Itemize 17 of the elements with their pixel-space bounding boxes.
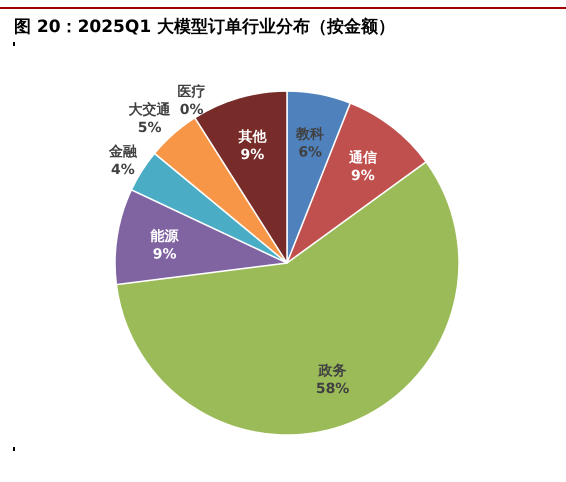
slice-label: 教科 [295, 126, 324, 142]
data-label: 9% [240, 147, 264, 164]
data-label: 4% [111, 162, 135, 178]
data-label: 9% [351, 168, 375, 184]
slice-label: 其他 [237, 129, 268, 146]
slice-label: 政务 [318, 363, 347, 380]
data-label: 6% [298, 144, 322, 160]
slice-label: 金融 [108, 144, 138, 160]
slice-label: 通信 [348, 149, 377, 166]
category-label: 医疗 [178, 84, 206, 100]
slice-label: 能源 [150, 228, 180, 245]
data-label: 9% [152, 246, 177, 263]
data-label: 58% [316, 381, 350, 398]
text: 0% [180, 102, 204, 118]
chart-title: 图 20：2025Q1 大模型订单行业分布（按金额） [14, 17, 396, 37]
data-label: 5% [138, 120, 162, 136]
slice-label: 大交通 [128, 101, 172, 118]
